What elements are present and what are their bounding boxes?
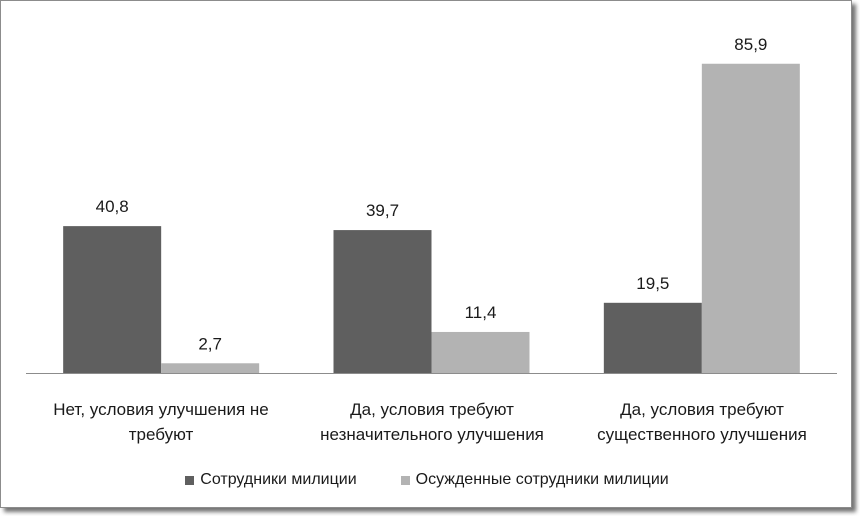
legend-swatch-series-1 bbox=[185, 475, 195, 485]
value-labels-group: 40,8 39,7 19,5 2,7 11,4 85,9 bbox=[96, 35, 768, 354]
legend-label-series-2: Осужденные сотрудники милиции bbox=[415, 471, 669, 488]
legend-label-series-1: Сотрудники милиции bbox=[200, 471, 357, 488]
bars-group bbox=[63, 63, 800, 373]
legend-item-series-1: Сотрудники милиции bbox=[185, 471, 357, 489]
bar-series-1-cat-3 bbox=[603, 302, 702, 373]
legend-swatch-series-2 bbox=[400, 475, 410, 485]
value-label-series-2-cat-2: 11,4 bbox=[465, 303, 497, 322]
legend-item-series-2: Осужденные сотрудники милиции bbox=[400, 471, 669, 489]
value-label-series-1-cat-3: 19,5 bbox=[636, 274, 669, 293]
value-label-series-1-cat-1: 40,8 bbox=[96, 197, 129, 216]
bar-series-1-cat-2 bbox=[333, 230, 432, 373]
bar-series-2-cat-1 bbox=[161, 363, 260, 373]
value-label-series-2-cat-1: 2,7 bbox=[198, 334, 222, 353]
value-label-series-1-cat-2: 39,7 bbox=[366, 201, 399, 220]
bar-series-1-cat-1 bbox=[63, 226, 162, 373]
category-label-1: Нет, условия улучшения не требуют bbox=[53, 400, 269, 444]
bar-chart: 40,8 39,7 19,5 2,7 11,4 85,9 bbox=[26, 35, 837, 374]
category-label-3: Да, условия требуют существенного улучше… bbox=[597, 400, 807, 444]
bar-series-2-cat-2 bbox=[431, 331, 530, 373]
category-label-2: Да, условия требуют незначительного улуч… bbox=[320, 400, 544, 444]
value-label-series-2-cat-3: 85,9 bbox=[734, 35, 767, 54]
bar-series-2-cat-3 bbox=[701, 63, 800, 373]
chart-frame: 40,8 39,7 19,5 2,7 11,4 85,9 Нет, условия улу… bbox=[0, 0, 852, 508]
legend: Сотрудники милиции Осужденные сотрудники… bbox=[1, 471, 853, 489]
